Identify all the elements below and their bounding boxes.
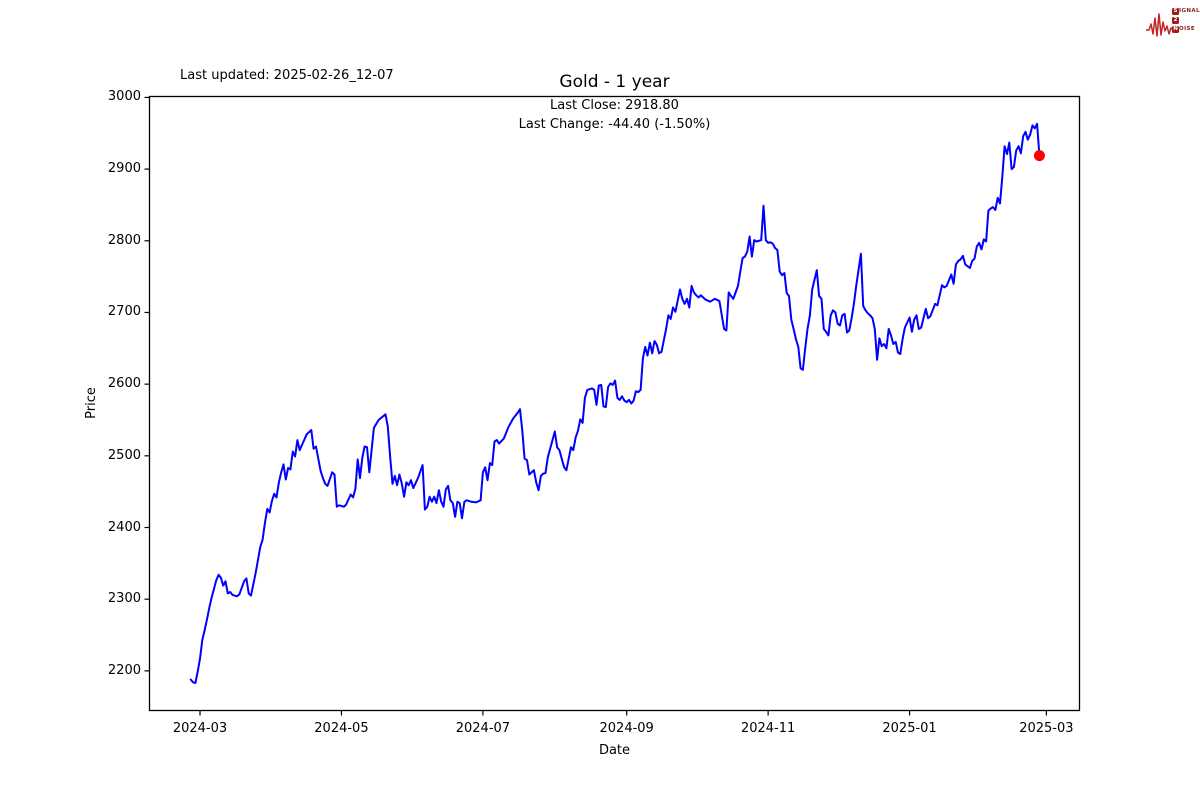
plot-border bbox=[148, 95, 1081, 712]
y-tick-label: 2300 bbox=[107, 591, 141, 607]
x-tick-label: 2024-05 bbox=[314, 721, 369, 736]
logo-word-2: 2 bbox=[1172, 16, 1200, 24]
y-axis-label: Price bbox=[84, 387, 99, 419]
logo-wordmark: S IGNAL 2 N OISE bbox=[1172, 7, 1200, 34]
y-tick-label: 2800 bbox=[107, 232, 141, 248]
logo-badge-s: S bbox=[1172, 7, 1179, 15]
last-close-text: Last Close: 2918.80 bbox=[550, 98, 679, 113]
x-axis-label: Date bbox=[598, 743, 631, 758]
x-tick-label: 2025-01 bbox=[882, 721, 937, 736]
x-tick-label: 2024-03 bbox=[172, 721, 228, 736]
y-tick-label: 2200 bbox=[107, 662, 141, 678]
y-tick-label: 2400 bbox=[107, 519, 141, 535]
last-change-text: Last Change: -44.40 (-1.50%) bbox=[518, 117, 711, 132]
heartbeat-waveform-icon bbox=[1146, 13, 1173, 37]
x-tick-label: 2024-11 bbox=[740, 721, 796, 736]
logo-word-noise-rest: OISE bbox=[1179, 25, 1196, 32]
logo-badge-n: N bbox=[1172, 25, 1179, 33]
chart-title: Gold - 1 year bbox=[559, 72, 670, 92]
x-tick-label: 2024-07 bbox=[455, 721, 511, 736]
y-tick-label: 2900 bbox=[107, 161, 141, 177]
y-tick-label: 3000 bbox=[107, 89, 141, 105]
y-tick-label: 2500 bbox=[107, 447, 141, 463]
logo-word-signal-rest: IGNAL bbox=[1179, 7, 1200, 14]
x-tick-label: 2024-09 bbox=[599, 721, 654, 736]
last-updated-text: Last updated: 2025-02-26_12-07 bbox=[180, 68, 394, 83]
price-line bbox=[189, 122, 1041, 684]
y-tick-label: 2700 bbox=[107, 304, 141, 320]
logo-word-noise: N OISE bbox=[1172, 25, 1200, 33]
last-price-marker bbox=[1033, 150, 1045, 162]
x-tick-label: 2025-03 bbox=[1019, 721, 1074, 736]
logo-badge-2: 2 bbox=[1172, 16, 1179, 24]
signal2noise-logo: S IGNAL 2 N OISE bbox=[1146, 4, 1200, 42]
y-tick-label: 2600 bbox=[107, 376, 141, 392]
logo-word-signal: S IGNAL bbox=[1172, 7, 1200, 15]
